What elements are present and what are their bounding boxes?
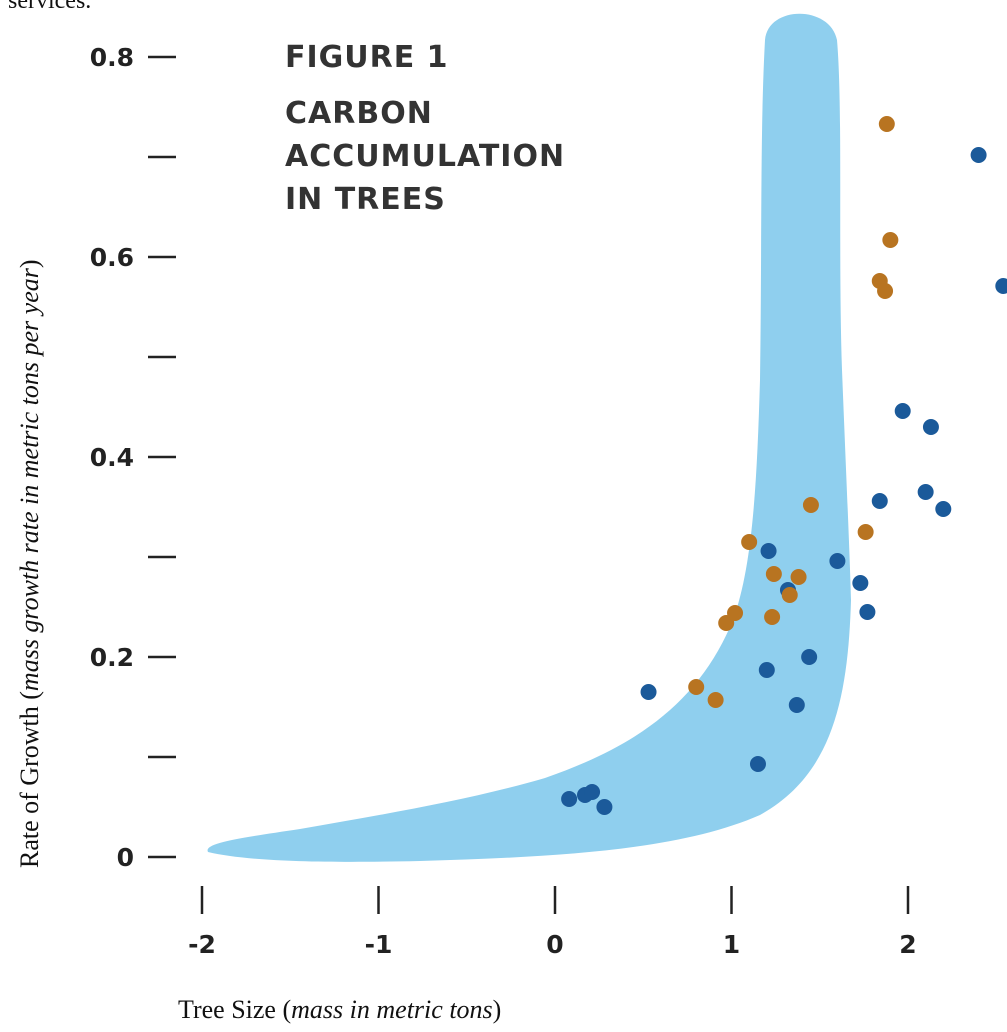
data-point	[640, 684, 657, 700]
x-axis-label-italic: mass in metric tons	[291, 995, 493, 1024]
data-point	[561, 791, 578, 807]
data-point	[970, 147, 987, 163]
data-point	[758, 662, 775, 678]
data-point	[741, 534, 758, 550]
data-point	[801, 649, 818, 665]
data-point	[764, 609, 781, 625]
x-axis-label: Tree Size (mass in metric tons)	[178, 995, 501, 1024]
y-tick-label: 0.6	[90, 243, 134, 272]
y-axis-ticks: 0 0.2 0.4 0.6 0.8	[90, 43, 176, 872]
y-axis-label-italic: mass growth rate in metric tons per year	[15, 267, 44, 691]
x-tick-label: 2	[899, 930, 916, 959]
data-point	[922, 419, 939, 435]
data-point	[871, 493, 888, 509]
y-tick-label: 0.4	[90, 443, 134, 472]
y-axis-label-main: Rate of Growth	[15, 706, 44, 868]
y-tick-label: 0.8	[90, 43, 134, 72]
x-tick-label: -1	[365, 930, 393, 959]
x-axis-ticks: -2 -1 0 1 2	[188, 886, 917, 959]
figure-title-line-1: FIGURE 1	[285, 40, 449, 75]
y-axis-label: Rate of Growth (mass growth rate in metr…	[15, 259, 44, 868]
figure-title-line-4: IN TREES	[285, 182, 446, 217]
data-point	[749, 756, 766, 772]
data-point	[859, 604, 876, 620]
data-point	[788, 697, 805, 713]
figure-title-line-3: ACCUMULATION	[285, 139, 565, 174]
data-point	[894, 403, 911, 419]
data-point	[802, 497, 819, 513]
x-axis-label-main: Tree Size	[178, 995, 276, 1024]
data-point	[760, 543, 777, 559]
x-tick-label: 1	[723, 930, 740, 959]
data-point	[877, 283, 894, 299]
data-point	[917, 484, 934, 500]
data-point	[765, 566, 782, 582]
data-point	[878, 116, 895, 132]
y-tick-label: 0	[117, 843, 134, 872]
data-point	[790, 569, 807, 585]
data-point	[882, 232, 899, 248]
data-point	[688, 679, 705, 695]
data-point	[995, 278, 1007, 294]
x-tick-label: 0	[546, 930, 563, 959]
data-point	[596, 799, 613, 815]
y-tick-label: 0.2	[90, 643, 134, 672]
data-point	[781, 587, 798, 603]
figure-title-line-2: CARBON	[285, 96, 433, 131]
data-point	[857, 524, 874, 540]
data-point	[829, 553, 846, 569]
data-point	[584, 784, 601, 800]
top-cut-text: services.	[8, 0, 91, 14]
data-point	[707, 692, 724, 708]
data-point	[935, 501, 952, 517]
data-point	[852, 575, 869, 591]
data-point	[727, 605, 744, 621]
figure-title: FIGURE 1 CARBON ACCUMULATION IN TREES	[285, 40, 565, 217]
x-tick-label: -2	[188, 930, 216, 959]
growth-band	[207, 13, 851, 862]
data-points	[561, 116, 1007, 815]
